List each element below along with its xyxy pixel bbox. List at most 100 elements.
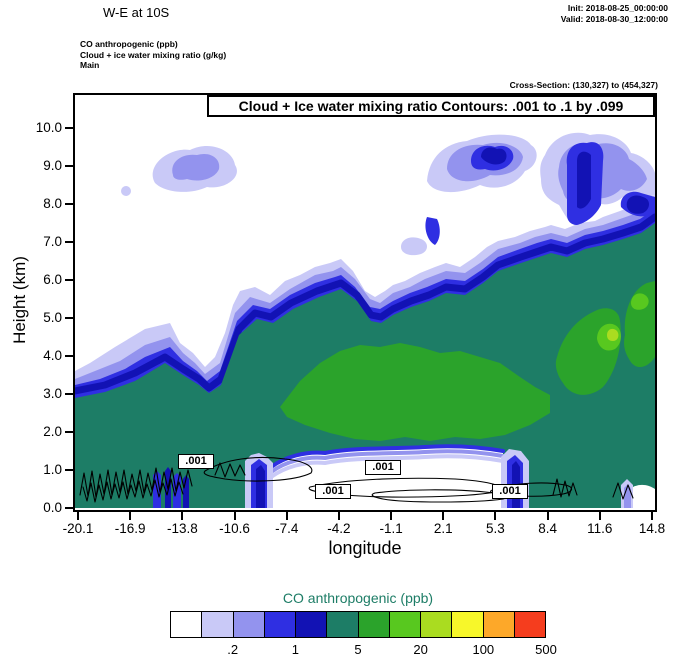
x-tick-label: -10.6	[219, 521, 250, 536]
x-tick-label: -13.8	[166, 521, 198, 536]
co-fill-navy-streak-topright	[577, 151, 591, 209]
cloud-contour-squiggle-1	[214, 462, 246, 478]
colorbar-tick-label: 100	[472, 642, 495, 657]
colorbar-title: CO anthropogenic (ppb)	[282, 590, 434, 606]
y-axis-tick	[65, 469, 73, 471]
cloud-contour-scribble-2	[82, 478, 184, 503]
underside-fringe-blue	[269, 444, 505, 469]
y-axis-title: Height (km)	[10, 256, 29, 344]
cloud-contour-label: .001	[365, 460, 401, 475]
y-tick-label: 3.0	[43, 386, 62, 401]
x-axis-tick	[77, 512, 79, 520]
x-axis-tick	[337, 512, 340, 520]
x-axis-tick	[285, 512, 288, 520]
x-tick-label: 2.1	[433, 521, 453, 536]
underside-fringe-periwinkle	[269, 449, 505, 474]
x-tick-label: -20.1	[62, 521, 94, 536]
x-tick-label: 14.8	[638, 521, 666, 536]
y-axis-tick	[65, 507, 73, 509]
y-axis-tick	[65, 317, 73, 319]
x-axis-tick	[233, 512, 236, 520]
co-fill-lavender-wisp	[401, 237, 427, 256]
colorbar-cell	[232, 611, 265, 638]
cloud-contour-loop-4	[489, 482, 573, 497]
y-axis-tick	[65, 165, 73, 167]
cloud-contour-squiggle-3	[612, 482, 634, 500]
x-axis-tick	[650, 512, 653, 520]
y-axis-tick	[65, 393, 73, 395]
x-axis-tick	[598, 512, 601, 520]
x-axis-tick	[442, 512, 445, 520]
valid-time: Valid: 2018-08-30_12:00:00	[560, 13, 668, 24]
colorbar-cell	[451, 611, 484, 638]
run-times: Init: 2018-08-25_00:00:00 Valid: 2018-08…	[561, 3, 668, 24]
colorbar-cell	[295, 611, 328, 638]
y-tick-label: 9.0	[43, 158, 62, 173]
colorbar	[170, 611, 546, 638]
page-title: W-E at 10S	[103, 5, 170, 20]
y-axis-tick	[65, 203, 73, 205]
x-axis-tick	[129, 512, 132, 520]
surface-gap-white-right	[631, 484, 655, 508]
colorbar-cell	[420, 611, 453, 638]
x-tick-label: 5.3	[486, 521, 505, 536]
y-tick-label: 0.0	[43, 500, 62, 515]
cloud-contour-loop-1	[203, 457, 313, 482]
x-axis-tick	[181, 512, 184, 520]
y-tick-label: 8.0	[43, 196, 62, 211]
co-fill-periwinkle-core-topleft	[172, 153, 220, 181]
field-descriptions: CO anthropogenic (ppb) Cloud + ice water…	[80, 39, 226, 71]
colorbar-cell	[326, 611, 359, 638]
y-axis-tick	[65, 279, 73, 281]
x-tick-label: -4.2	[327, 521, 351, 536]
cloud-contour-loop-3	[371, 489, 508, 503]
y-tick-label: 2.0	[43, 424, 62, 439]
cloud-contour-label: .001	[178, 454, 214, 469]
y-tick-label: 5.0	[43, 310, 62, 325]
colorbar-tick-label: 500	[535, 642, 557, 657]
contour-annotation-box: Cloud + Ice water mixing ratio Contours:…	[207, 95, 655, 117]
y-tick-label: 6.0	[43, 272, 62, 287]
co-streak-navy-mid	[256, 465, 265, 508]
cloud-contour-squiggle-2	[552, 478, 578, 498]
y-axis-tick	[65, 431, 73, 433]
co-fill-yellow-green-dot	[607, 328, 619, 341]
y-tick-label: 1.0	[43, 462, 62, 477]
colorbar-cell	[201, 611, 234, 638]
underside-fringe-lavender	[269, 454, 505, 479]
co-fill-bright-green-2	[631, 293, 649, 310]
co-fill-navy-blob-right-edge	[626, 195, 649, 214]
x-tick-label: -1.1	[379, 521, 403, 536]
co-fill-green-core	[280, 343, 550, 441]
init-time: Init: 2018-08-25_00:00:00	[567, 3, 668, 13]
field-line-fill: CO anthropogenic (ppb)	[80, 39, 178, 49]
colorbar-cell	[388, 611, 421, 638]
colorbar-tick-label: 5	[354, 642, 362, 657]
colorbar-tick-label: 20	[413, 642, 428, 657]
colorbar-cell	[482, 611, 515, 638]
x-axis-tick	[390, 512, 393, 520]
co-fill-navy-blob-topright-1	[481, 147, 507, 165]
y-tick-label: 10.0	[35, 120, 62, 135]
colorbar-tick-label: .2	[227, 642, 239, 657]
colorbar-tick-label: 1	[291, 642, 299, 657]
co-fill-lavender-dot	[121, 186, 131, 196]
cloud-contour-label: .001	[492, 484, 528, 499]
cloud-contour-label: .001	[315, 484, 351, 499]
x-axis-title: longitude	[328, 538, 402, 558]
x-tick-label: -7.4	[275, 521, 299, 536]
x-axis-tick	[546, 512, 549, 520]
field-line-domain: Main	[80, 60, 100, 70]
co-fill-blue-wisp	[425, 217, 440, 245]
contour-field-svg	[75, 132, 655, 508]
y-tick-label: 7.0	[43, 234, 62, 249]
colorbar-cell	[170, 611, 203, 638]
colorbar-cell	[263, 611, 296, 638]
x-tick-label: 8.4	[538, 521, 557, 536]
y-axis-tick	[65, 127, 73, 129]
cross-section-label: Cross-Section: (130,327) to (454,327)	[509, 80, 658, 90]
colorbar-cell	[513, 611, 546, 638]
x-axis-tick	[494, 512, 497, 520]
plot-area: Cloud + Ice water mixing ratio Contours:…	[73, 93, 657, 512]
